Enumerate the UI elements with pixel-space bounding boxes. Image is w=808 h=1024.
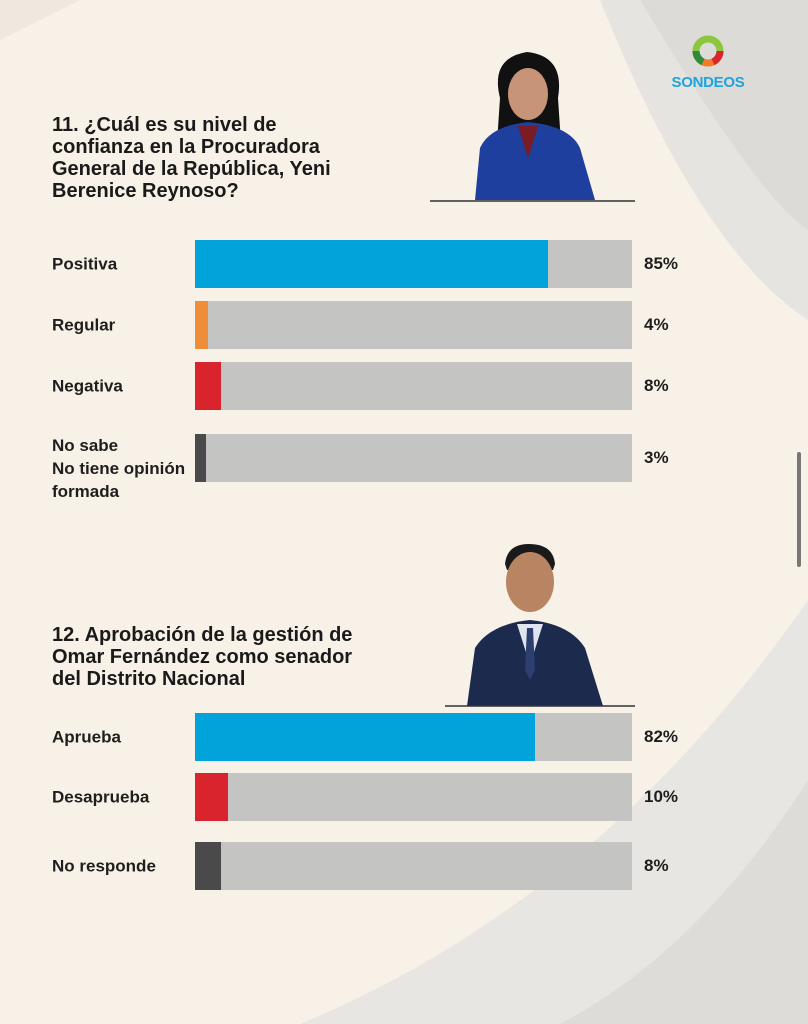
category-label-line: Regular bbox=[52, 315, 116, 335]
bar-fill bbox=[195, 301, 209, 349]
question-12-title: 12. Aprobación de la gestión de Omar Fer… bbox=[52, 624, 352, 690]
category-label: No responde bbox=[52, 855, 156, 878]
category-label: No sabe No tiene opinión formada bbox=[52, 434, 185, 503]
category-label-line: Desaprueba bbox=[52, 787, 150, 807]
bar-track bbox=[195, 842, 632, 890]
title-line: del Distrito Nacional bbox=[52, 668, 246, 690]
title-line: 12. Aprobación de la gestión de bbox=[52, 624, 353, 646]
bar-row: Aprueba 82% bbox=[52, 713, 692, 761]
value-label: 8% bbox=[644, 376, 669, 395]
bar-track bbox=[195, 362, 632, 410]
bar-track bbox=[195, 240, 632, 288]
bar-fill bbox=[195, 362, 222, 410]
title-line: Omar Fernández como senador bbox=[52, 646, 353, 668]
bar-track bbox=[195, 773, 632, 821]
sondeos-logo: SONDEOS bbox=[662, 34, 754, 91]
value-label: 4% bbox=[644, 315, 669, 334]
category-label-line: Aprueba bbox=[52, 727, 121, 747]
bar-row: Desaprueba 10% bbox=[52, 773, 692, 821]
title-line: General de la República, Yeni bbox=[52, 158, 331, 180]
bar-row: Positiva 85% bbox=[52, 240, 692, 288]
category-label: Regular bbox=[52, 314, 115, 337]
bar-row: No sabe No tiene opinión formada 3% bbox=[52, 434, 692, 501]
bar-row: Regular 4% bbox=[52, 301, 692, 349]
bar-fill bbox=[195, 240, 548, 288]
category-label: Negativa bbox=[52, 375, 123, 398]
bar-track bbox=[195, 434, 632, 482]
bar-fill bbox=[195, 773, 228, 821]
bar-track bbox=[195, 713, 632, 761]
value-label: 3% bbox=[644, 448, 669, 467]
value-label: 8% bbox=[644, 856, 669, 875]
question-11-title: 11. ¿Cuál es su nivel de confianza en la… bbox=[52, 114, 331, 202]
logo-text: SONDEOS bbox=[671, 74, 745, 91]
scrollbar[interactable] bbox=[797, 452, 801, 567]
photo-omar-fernandez bbox=[445, 544, 635, 707]
title-line: 11. ¿Cuál es su nivel de bbox=[52, 114, 277, 136]
bar-track bbox=[195, 301, 632, 349]
bar-fill bbox=[195, 434, 206, 482]
photo-yeni-berenice-reynoso bbox=[430, 52, 635, 202]
category-label-line: Positiva bbox=[52, 254, 118, 274]
category-label-line: No tiene opinión bbox=[52, 459, 186, 478]
bar-fill bbox=[195, 713, 536, 761]
bar-fill bbox=[195, 842, 222, 890]
category-label-line: formada bbox=[52, 482, 120, 501]
category-label-line: Negativa bbox=[52, 376, 123, 396]
category-label-line: No responde bbox=[52, 856, 156, 876]
title-line: Berenice Reynoso? bbox=[52, 180, 239, 202]
value-label: 85% bbox=[644, 254, 679, 273]
value-label: 82% bbox=[644, 727, 679, 746]
logo-ring-icon bbox=[692, 35, 724, 67]
category-label: Aprueba bbox=[52, 726, 121, 749]
title-line: confianza en la Procuradora bbox=[52, 136, 320, 158]
bar-row: Negativa 8% bbox=[52, 362, 692, 410]
category-label: Desaprueba bbox=[52, 786, 149, 809]
bar-row: No responde 8% bbox=[52, 842, 692, 890]
category-label: Positiva bbox=[52, 253, 117, 276]
category-label-line: No sabe bbox=[52, 436, 119, 455]
value-label: 10% bbox=[644, 787, 679, 806]
